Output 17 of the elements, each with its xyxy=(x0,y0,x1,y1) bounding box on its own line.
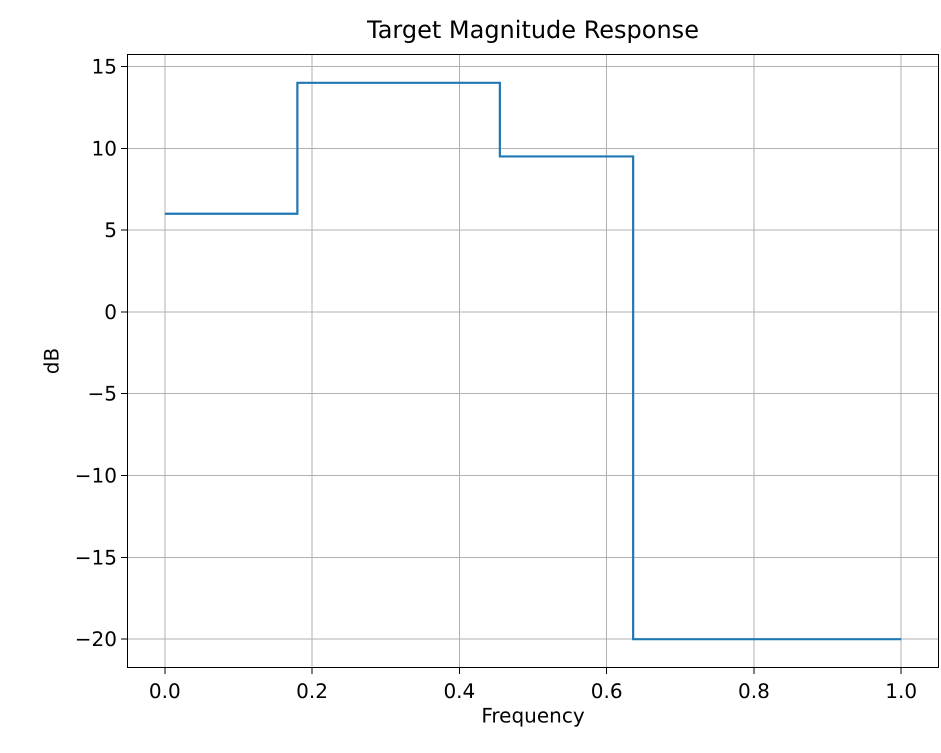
y-tick-label: −15 xyxy=(74,545,117,570)
y-tick-label: 10 xyxy=(92,136,117,160)
x-tick-label: 0.8 xyxy=(738,679,770,703)
y-axis-title: dB xyxy=(39,348,64,374)
y-tick-label: −10 xyxy=(74,464,117,488)
y-tick-label: −20 xyxy=(74,627,117,652)
x-tick-label: 0.6 xyxy=(590,679,623,703)
x-tick-label: 0.0 xyxy=(148,679,181,703)
chart-title: Target Magnitude Response xyxy=(366,16,699,44)
x-axis-title: Frequency xyxy=(481,704,585,728)
y-tick-label: 0 xyxy=(104,300,117,324)
x-tick-label: 0.4 xyxy=(443,679,476,703)
x-tick-label: 1.0 xyxy=(885,679,918,703)
y-tick-label: 5 xyxy=(104,218,117,242)
x-tick-label: 0.2 xyxy=(296,679,328,703)
y-tick-label: 15 xyxy=(92,54,117,78)
y-tick-label: −5 xyxy=(88,382,117,406)
